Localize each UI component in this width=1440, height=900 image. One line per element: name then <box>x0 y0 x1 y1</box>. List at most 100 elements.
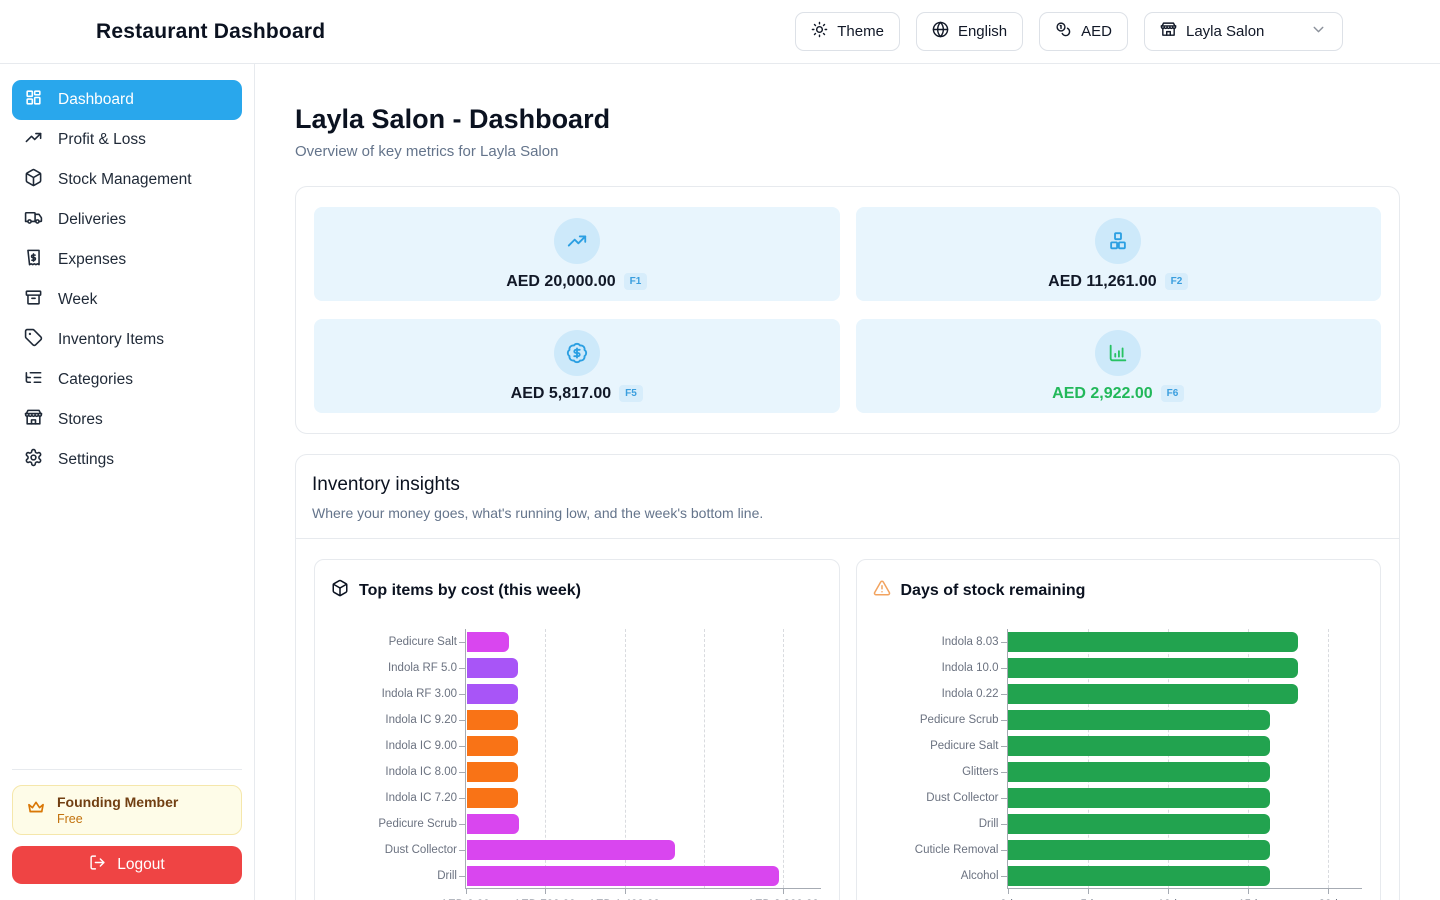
y-axis-tick <box>1000 693 1007 695</box>
alert-triangle-icon <box>873 579 891 602</box>
bar-row: Cuticle Removal <box>873 837 1365 863</box>
sidebar-item-settings[interactable]: Settings <box>12 440 242 480</box>
bar-row: Drill <box>331 863 823 889</box>
page-subtitle: Overview of key metrics for Layla Salon <box>295 143 559 160</box>
bar-row: Alcohol <box>873 863 1365 889</box>
bar-row: Indola RF 5.0 <box>331 655 823 681</box>
bar <box>466 632 509 652</box>
y-axis-tick <box>1000 771 1007 773</box>
bar-row: Indola IC 9.20 <box>331 707 823 733</box>
stat-tile-f5: AED 5,817.00 F5 <box>314 319 840 413</box>
y-axis-label: Pedicure Scrub <box>378 818 457 830</box>
y-axis-tick <box>1000 823 1007 825</box>
logout-button[interactable]: Logout <box>12 846 242 884</box>
sidebar-item-label: Week <box>58 291 98 308</box>
sidebar: Dashboard Profit & Loss Stock Management… <box>0 64 255 900</box>
y-axis-label: Dust Collector <box>384 844 457 856</box>
axis-tick <box>1007 889 1009 894</box>
y-axis-label: Indola IC 7.20 <box>385 792 457 804</box>
badge-dollar-icon <box>553 329 600 376</box>
y-axis-label: Glitters <box>962 766 999 778</box>
package-icon <box>24 168 43 192</box>
section-subtitle: Where your money goes, what's running lo… <box>312 505 764 521</box>
globe-icon <box>932 21 949 42</box>
language-button[interactable]: English <box>915 12 1024 51</box>
archive-icon <box>24 288 43 312</box>
y-axis-tick <box>459 719 465 721</box>
sidebar-item-dashboard[interactable]: Dashboard <box>12 80 242 120</box>
sidebar-item-expenses[interactable]: Expenses <box>12 240 242 280</box>
section-title: Inventory insights <box>312 474 460 495</box>
boxes-icon <box>1095 217 1142 264</box>
coins-icon <box>1055 21 1072 42</box>
sidebar-item-label: Expenses <box>58 251 127 268</box>
currency-button[interactable]: AED <box>1039 12 1128 51</box>
tag-icon <box>24 328 43 352</box>
bar-row: Indola RF 3.00 <box>331 681 823 707</box>
y-axis-tick <box>1000 875 1007 877</box>
logout-button-label: Logout <box>117 856 165 873</box>
gridline <box>545 629 547 888</box>
stat-badge: F6 <box>1160 385 1185 402</box>
bar-row: Pedicure Salt <box>873 733 1365 759</box>
y-axis-label: Indola RF 3.00 <box>381 688 457 700</box>
y-axis-label: Indola 0.22 <box>941 688 999 700</box>
chart-column-icon <box>1095 329 1142 376</box>
bar-area <box>465 733 821 759</box>
bar-row: Drill <box>873 811 1365 837</box>
y-axis-tick <box>459 693 465 695</box>
chart-title: Top items by cost (this week) <box>359 581 581 599</box>
bar-area <box>465 863 821 889</box>
main-content: Layla Salon - Dashboard Overview of key … <box>255 64 1440 900</box>
bar <box>466 788 518 808</box>
stats-panel: AED 20,000.00 F1 AED 11,261.00 F2 AED 5,… <box>295 186 1400 434</box>
gridline <box>624 629 626 888</box>
bar-row: Indola 8.03 <box>873 629 1365 655</box>
bar-row: Indola 0.22 <box>873 681 1365 707</box>
y-axis-label: Pedicure Salt <box>388 636 457 648</box>
bar-row: Dust Collector <box>873 785 1365 811</box>
sidebar-item-label: Profit & Loss <box>58 131 146 148</box>
truck-icon <box>24 208 43 232</box>
sidebar-item-stores[interactable]: Stores <box>12 400 242 440</box>
store-selector[interactable]: Layla Salon <box>1144 12 1343 51</box>
membership-plan: Free <box>57 812 83 826</box>
y-axis-label: Indola IC 9.20 <box>385 714 457 726</box>
bar-area <box>1007 759 1363 785</box>
sidebar-item-label: Dashboard <box>58 91 134 108</box>
charts-row: Top items by cost (this week) Pedicure S… <box>296 539 1399 900</box>
axis-tick <box>466 889 467 894</box>
bar-area <box>465 785 821 811</box>
y-axis-label: Indola 10.0 <box>941 662 999 674</box>
trending-up-icon <box>553 217 600 264</box>
sidebar-item-categories[interactable]: Categories <box>12 360 242 400</box>
bar-area <box>465 759 821 785</box>
receipt-icon <box>24 248 43 272</box>
stat-value: AED 20,000.00 <box>506 272 616 290</box>
bar-row: Pedicure Scrub <box>331 811 823 837</box>
sidebar-item-week[interactable]: Week <box>12 280 242 320</box>
y-axis-tick <box>459 797 465 799</box>
gridline <box>783 629 785 888</box>
y-axis-tick <box>459 667 465 669</box>
sidebar-item-inventory-items[interactable]: Inventory Items <box>12 320 242 360</box>
sidebar-item-label: Settings <box>58 451 115 468</box>
sidebar-item-stock-management[interactable]: Stock Management <box>12 160 242 200</box>
inventory-insights-header: Inventory insights Where your money goes… <box>296 455 1399 539</box>
y-axis-label: Indola 8.03 <box>941 636 999 648</box>
theme-button[interactable]: Theme <box>795 12 900 51</box>
bar <box>466 658 518 678</box>
bar-area <box>465 837 821 863</box>
sidebar-item-deliveries[interactable]: Deliveries <box>12 200 242 240</box>
bar-area <box>465 811 821 837</box>
sidebar-item-profit-loss[interactable]: Profit & Loss <box>12 120 242 160</box>
y-axis-label: Alcohol <box>960 870 999 882</box>
gridline <box>703 629 705 888</box>
stat-badge: F1 <box>623 273 648 290</box>
y-axis-label: Drill <box>978 818 999 830</box>
bar-area <box>465 655 821 681</box>
bar-row: Dust Collector <box>331 837 823 863</box>
gridline <box>1087 629 1089 888</box>
y-axis-label: Indola IC 9.00 <box>385 740 457 752</box>
bar <box>466 684 518 704</box>
